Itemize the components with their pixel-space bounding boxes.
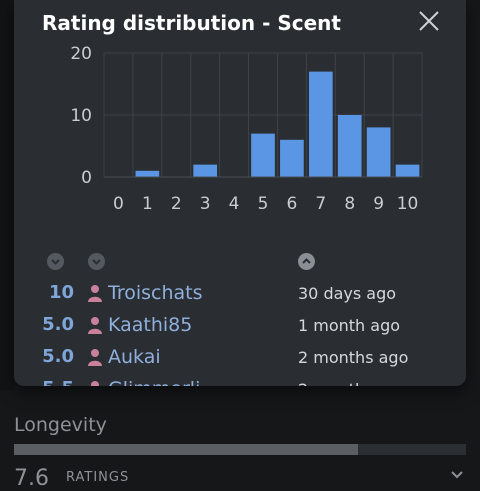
y-tick-label: 20 (70, 44, 92, 64)
review-username[interactable]: Troischats (108, 282, 203, 304)
bar-3 (193, 164, 218, 177)
user-icon (88, 317, 102, 334)
review-time: 1 month ago (298, 316, 401, 335)
sort-user-chevron-down-icon[interactable] (88, 253, 105, 270)
x-tick-label: 5 (258, 194, 269, 214)
review-username[interactable]: Aukai (108, 346, 161, 368)
review-row[interactable]: 5.5 Glimmerli 2 months ago (14, 378, 466, 386)
bar-5 (251, 133, 275, 177)
x-tick-label: 1 (142, 194, 153, 214)
partial-text: RATINGS (66, 470, 130, 485)
x-tick-label: 2 (171, 194, 182, 214)
bar-9 (366, 127, 391, 177)
x-tick-label: 7 (315, 194, 326, 214)
review-score: 5.0 (42, 346, 74, 367)
backdrop (0, 0, 14, 390)
review-time: 2 months ago (298, 380, 408, 386)
user-icon (88, 349, 102, 366)
review-score: 10 (48, 282, 74, 303)
review-score: 5.5 (42, 378, 74, 386)
review-time: 30 days ago (298, 284, 397, 303)
x-tick-label: 6 (286, 194, 297, 214)
review-row[interactable]: 5.0 Aukai 2 months ago (14, 346, 466, 372)
rating-distribution-modal: Rating distribution - Scent 0 10 20 0 1 2 3 4 5 6… (14, 0, 466, 386)
close-icon[interactable] (416, 8, 442, 34)
x-tick-label: 0 (113, 194, 124, 214)
review-row[interactable]: 10 Troischats 30 days ago (14, 282, 466, 308)
review-row[interactable]: 5.0 Kaathi85 1 month ago (14, 314, 466, 340)
bar-8 (337, 115, 362, 177)
bar-10 (395, 164, 420, 177)
chevron-down-icon[interactable] (450, 470, 464, 480)
longevity-progress-bar (14, 444, 466, 455)
modal-title: Rating distribution - Scent (42, 11, 341, 35)
review-username[interactable]: Glimmerli (108, 378, 200, 386)
sort-date-chevron-up-icon[interactable] (298, 253, 315, 270)
y-tick-label: 10 (70, 106, 92, 126)
user-icon (91, 381, 99, 386)
x-tick-label: 9 (373, 194, 384, 214)
x-tick-label: 10 (397, 194, 419, 214)
x-tick-label: 4 (229, 194, 240, 214)
x-tick-label: 8 (344, 194, 355, 214)
bar-6 (280, 139, 304, 177)
x-tick-label: 3 (200, 194, 211, 214)
section-label: Longevity (14, 414, 107, 436)
bar-7 (308, 71, 333, 177)
sort-score-chevron-down-icon[interactable] (47, 253, 64, 270)
review-score: 5.0 (42, 314, 74, 335)
review-username[interactable]: Kaathi85 (108, 314, 193, 336)
y-tick-label: 0 (81, 168, 92, 188)
bar-1 (135, 170, 160, 177)
progress-fill (14, 444, 358, 455)
user-icon (88, 285, 102, 302)
review-time: 2 months ago (298, 348, 409, 367)
